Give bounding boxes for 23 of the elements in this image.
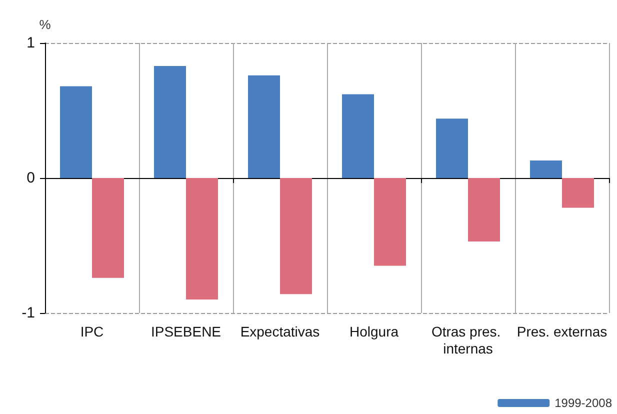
y-tick-label: 0 xyxy=(26,170,35,186)
bar xyxy=(280,178,312,294)
x-tick-label: Holgura xyxy=(349,324,399,340)
bar xyxy=(468,178,500,242)
x-tick-label: Pres. externas xyxy=(516,324,608,340)
x-tick-label: IPSEBENE xyxy=(150,324,222,340)
y-axis-title: % xyxy=(39,17,52,32)
bar xyxy=(92,178,124,278)
bar xyxy=(186,178,218,300)
bar xyxy=(248,75,280,178)
bar xyxy=(436,118,468,178)
y-tick-label: 1 xyxy=(26,34,35,52)
bar xyxy=(562,178,594,208)
bar xyxy=(374,178,406,266)
bar xyxy=(60,86,92,178)
bar xyxy=(154,66,186,178)
x-tick-label: IPC xyxy=(80,324,104,340)
y-tick-label: -1 xyxy=(22,304,35,322)
bar xyxy=(530,160,562,178)
x-tick-label: Otras pres. internas xyxy=(431,324,505,356)
x-tick-label: Expectativas xyxy=(240,324,320,340)
legend-label: 1999-2008 xyxy=(554,396,612,410)
bar xyxy=(342,94,374,178)
